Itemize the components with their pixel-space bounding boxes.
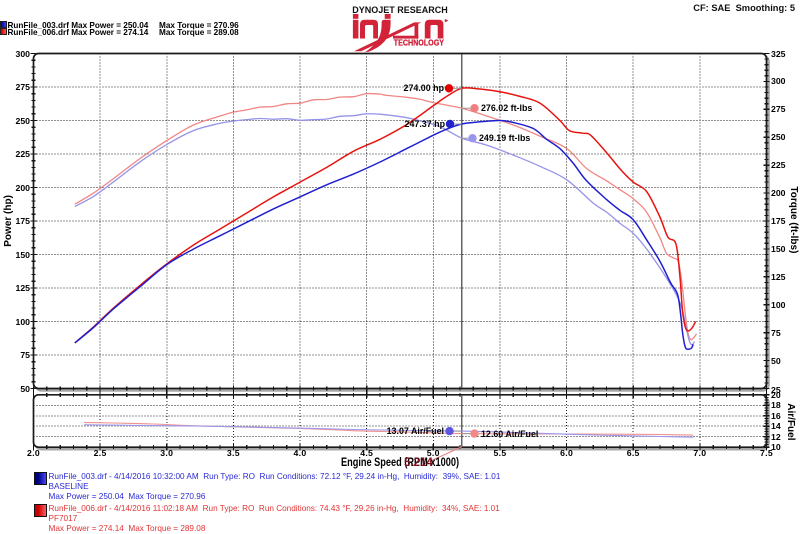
svg-text:TECHNOLOGY: TECHNOLOGY [394,38,445,47]
